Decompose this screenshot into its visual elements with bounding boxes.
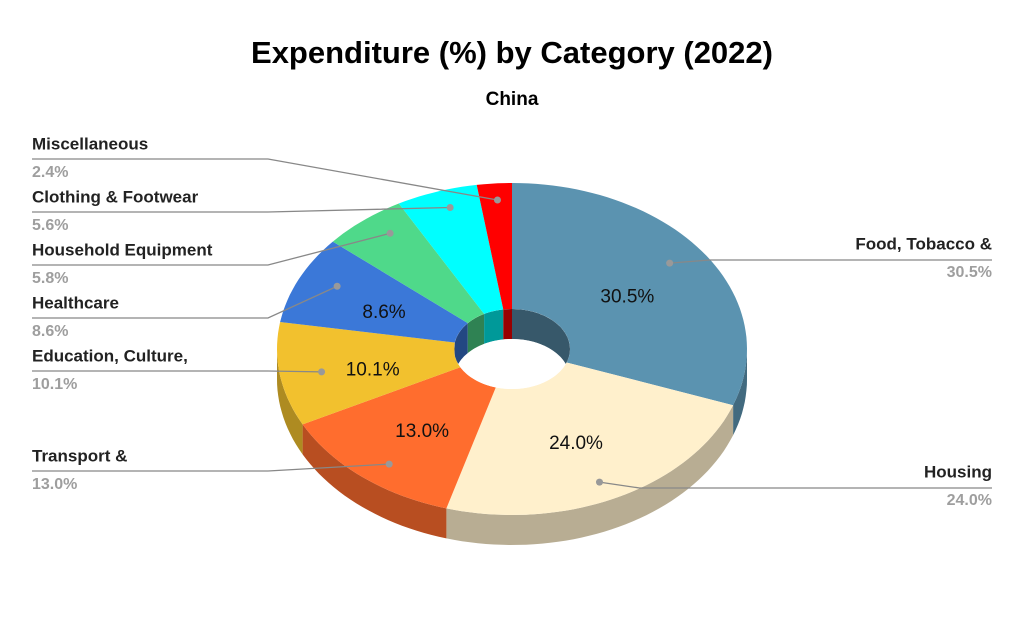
slice	[302, 367, 496, 509]
slice	[446, 362, 734, 515]
hole-wall	[512, 309, 570, 379]
leader-dot	[493, 196, 501, 204]
legend-label: Healthcare	[32, 293, 119, 312]
value-label: 8.6%	[32, 323, 68, 340]
slice	[280, 241, 468, 343]
hole-floor	[454, 339, 570, 389]
leader-line	[669, 259, 992, 264]
slice-side	[446, 405, 734, 545]
hole-wall	[467, 313, 485, 354]
legend-label: Clothing & Footwear	[32, 187, 199, 206]
slice-label: 13.0%	[395, 421, 449, 442]
leader-line	[32, 232, 391, 266]
slice-label: 10.1%	[346, 359, 400, 380]
donut-hole	[454, 309, 570, 389]
legend-label: Transport &	[32, 446, 127, 465]
value-label: 13.0%	[32, 476, 77, 493]
slice	[277, 322, 461, 425]
leader-line	[32, 285, 338, 319]
leader-dot	[446, 204, 454, 212]
hole-wall	[503, 309, 512, 340]
leader-line	[599, 481, 992, 489]
legend-label: Food, Tobacco &	[855, 234, 992, 253]
hole-wall	[454, 323, 468, 373]
slice-side	[733, 349, 747, 436]
leader-line	[32, 463, 390, 472]
slice-side	[302, 424, 447, 539]
leader-dot	[386, 229, 394, 237]
slice-label: 24.0%	[549, 433, 603, 454]
leader-line	[32, 206, 451, 213]
value-label: 30.5%	[947, 264, 992, 281]
slice-label: 8.6%	[362, 302, 405, 323]
value-label: 5.6%	[32, 217, 68, 234]
slice-side	[277, 349, 303, 455]
slice-label: 30.5%	[600, 287, 654, 308]
value-label: 5.8%	[32, 270, 68, 287]
leader-dot	[385, 460, 393, 468]
leader-dot	[666, 259, 674, 267]
legend-label: Miscellaneous	[32, 134, 148, 153]
slice	[332, 203, 485, 324]
slice	[512, 183, 747, 406]
value-label: 2.4%	[32, 164, 68, 181]
chart-title: Expenditure (%) by Category (2022)	[251, 35, 773, 70]
value-label: 24.0%	[947, 492, 992, 509]
legend-label: Education, Culture,	[32, 346, 188, 365]
leader-line	[32, 158, 498, 201]
slice	[476, 183, 512, 310]
value-label: 10.1%	[32, 376, 77, 393]
leader-dot	[595, 478, 603, 486]
leader-line	[32, 370, 322, 373]
legend-label: Household Equipment	[32, 240, 213, 259]
hole-wall	[484, 309, 504, 344]
leader-dot	[318, 368, 326, 376]
legend-label: Housing	[924, 462, 992, 481]
chart-subtitle: China	[486, 89, 539, 110]
slice	[398, 184, 504, 314]
leader-dot	[333, 282, 341, 290]
